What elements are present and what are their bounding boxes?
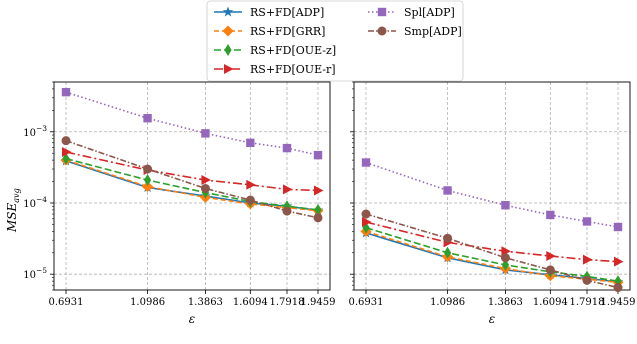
data-point <box>143 174 152 187</box>
x-tick-label: 1.3863 <box>188 297 223 308</box>
data-point <box>582 275 592 285</box>
x-tick-label: 0.6931 <box>349 297 384 308</box>
legend-entry-smp: Smp[ADP] <box>368 25 462 38</box>
series-line <box>65 91 319 156</box>
data-point <box>361 158 371 167</box>
data-point <box>443 186 452 195</box>
legend-entry-ouez: RS+FD[OUE-z] <box>214 44 336 57</box>
legend-frame <box>206 0 464 82</box>
legend-marker <box>222 6 234 17</box>
data-point <box>283 184 293 195</box>
data-point <box>546 251 556 262</box>
legend-marker <box>224 64 234 74</box>
data-point <box>200 183 210 193</box>
data-point <box>614 256 624 267</box>
data-point <box>201 175 211 186</box>
data-point <box>582 217 592 226</box>
data-point <box>546 210 555 220</box>
y-axis-label-main: MSEavg <box>5 188 21 233</box>
legend-entry-ouer: RS+FD[OUE-r] <box>214 63 336 76</box>
x-tick-label: 1.9459 <box>601 297 636 308</box>
plot-frame <box>53 81 331 291</box>
data-point <box>613 222 623 232</box>
series-smp <box>61 136 323 223</box>
series-smp <box>361 209 623 293</box>
data-point <box>501 258 510 271</box>
legend-entry-grr: RS+FD[GRR] <box>214 25 325 38</box>
series-ouez <box>62 152 322 216</box>
data-point <box>142 181 154 193</box>
data-point <box>246 179 256 190</box>
x-axis-label: ε <box>489 312 495 326</box>
legend-label: RS+FD[OUE-r] <box>250 63 336 76</box>
data-point <box>201 129 210 138</box>
series-line <box>365 230 619 284</box>
data-point <box>313 213 323 223</box>
x-tick-label: 1.3863 <box>488 297 523 308</box>
series-line <box>365 161 619 228</box>
data-point <box>501 201 510 210</box>
data-point <box>282 206 292 216</box>
x-tick-label: 1.7918 <box>270 297 305 308</box>
data-point <box>361 209 371 219</box>
legend-label: Smp[ADP] <box>404 25 462 38</box>
series-ouer <box>362 217 624 267</box>
data-point <box>61 87 71 97</box>
legend: RS+FD[ADP] RS+FD[GRR] RS+FD[OUE-z] RS+FD[OU… <box>206 0 464 82</box>
data-point <box>61 136 71 146</box>
series-line <box>65 157 319 211</box>
x-tick-label: 1.6094 <box>533 297 568 308</box>
data-point <box>62 152 70 165</box>
data-point <box>246 138 255 148</box>
data-point <box>143 114 152 123</box>
legend-marker <box>377 7 387 17</box>
data-point <box>313 150 323 160</box>
x-axis-label: ε <box>189 312 195 326</box>
data-point <box>545 265 555 275</box>
data-point <box>143 164 153 174</box>
data-point <box>613 283 623 293</box>
x-tick-label: 1.9459 <box>301 297 336 308</box>
legend-label: RS+FD[OUE-z] <box>250 44 336 57</box>
series-spl <box>61 87 323 160</box>
data-point <box>314 185 324 196</box>
legend-label: RS+FD[ADP] <box>250 6 324 19</box>
data-point <box>443 246 452 259</box>
series-spl <box>361 158 623 232</box>
data-point <box>583 254 593 265</box>
plot-frame <box>353 81 631 291</box>
x-tick-label: 1.6094 <box>233 297 268 308</box>
panel-1: 10−3 10−4 10−5 0.6931 1.0986 1.3863 1.6094 1.79… <box>23 81 336 326</box>
legend-label: Spl[ADP] <box>404 6 455 19</box>
x-tick-label: 1.0986 <box>430 297 465 308</box>
data-point <box>314 203 322 216</box>
data-point <box>362 217 372 228</box>
legend-marker <box>222 25 234 37</box>
series-line <box>365 221 619 263</box>
data-point <box>282 143 292 153</box>
y-tick-label: 10−5 <box>23 266 47 281</box>
data-point <box>443 233 453 243</box>
series-line <box>65 139 319 219</box>
data-point <box>245 195 255 205</box>
data-point <box>62 146 72 157</box>
y-tick-label: 10−3 <box>23 124 47 139</box>
series-line <box>365 213 619 289</box>
y-tick-label: 10−4 <box>23 195 47 210</box>
series-line <box>365 226 619 282</box>
x-tick-label: 0.6931 <box>49 297 84 308</box>
x-tick-label: 1.0986 <box>130 297 165 308</box>
legend-marker <box>224 44 232 56</box>
legend-marker <box>377 26 387 36</box>
series-line <box>65 159 319 212</box>
series-line <box>65 151 319 192</box>
x-tick-label: 1.7918 <box>570 297 605 308</box>
data-point <box>500 253 510 263</box>
y-axis-label: MSEavg <box>5 188 21 233</box>
legend-entry-adp: RS+FD[ADP] <box>214 6 324 19</box>
legend-entry-spl: Spl[ADP] <box>368 6 455 19</box>
legend-label: RS+FD[GRR] <box>250 25 325 38</box>
